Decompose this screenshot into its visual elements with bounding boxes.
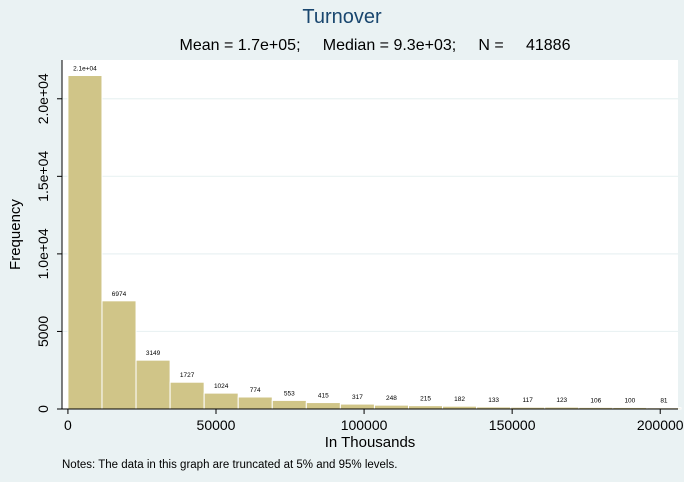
- histogram-bar: [408, 405, 444, 410]
- x-tick-label: 100000: [341, 417, 388, 433]
- plot-area: [62, 60, 678, 409]
- bar-value-label: 1727: [180, 372, 195, 379]
- histogram-bar: [203, 392, 239, 410]
- histogram-bar: [339, 403, 375, 410]
- x-tick-label: 200000: [637, 417, 684, 433]
- axes: 0 50000 100000 150000 200000 0 5000 1.0e+04 1.5e…: [35, 60, 684, 433]
- bar-value-label: 215: [420, 396, 431, 403]
- x-tick-label: 0: [64, 417, 72, 433]
- bar-value-label: 553: [284, 390, 295, 397]
- bar-value-label: 3149: [146, 350, 161, 357]
- bar-value-label: 81: [660, 398, 668, 405]
- y-axis-title: Frequency: [7, 199, 24, 270]
- histogram-bar: [67, 75, 103, 410]
- bar-value-label: 117: [523, 397, 534, 404]
- bar-value-label: 182: [454, 396, 465, 403]
- y-tick-label: 1.5e+04: [35, 151, 51, 202]
- bar-value-label: 6974: [112, 291, 127, 298]
- chart-note: Notes: The data in this graph are trunca…: [62, 459, 398, 471]
- histogram-bar: [101, 300, 137, 410]
- bars: [67, 75, 682, 410]
- bar-value-label: 1024: [214, 383, 229, 390]
- histogram-bar: [237, 396, 273, 410]
- chart-subtitle: Mean = 1.7e+05; Median = 9.3e+03; N = 41…: [179, 37, 571, 54]
- bar-value-label: 100: [624, 397, 635, 404]
- bar-value-label: 415: [318, 393, 329, 400]
- histogram-bar: [373, 404, 410, 410]
- x-tick-label: 150000: [489, 417, 536, 433]
- bar-value-label: 248: [386, 395, 397, 402]
- bar-value-label: 774: [250, 387, 261, 394]
- y-tick-label: 2.0e+04: [35, 73, 51, 124]
- bar-value-label: 2.1e+04: [73, 66, 97, 73]
- histogram-bar: [271, 399, 307, 410]
- bar-value-label: 133: [488, 397, 499, 404]
- bar-labels: 2.1e+04 6974 3149 1727 1024 774 553 415 317 248 21…: [73, 66, 668, 405]
- y-tick-label: 5000: [35, 316, 51, 347]
- histogram-bar: [169, 381, 205, 410]
- x-tick-label: 50000: [197, 417, 236, 433]
- grid-lines: [62, 98, 678, 333]
- histogram-bar: [305, 402, 341, 410]
- bar-value-label: 317: [352, 394, 363, 401]
- histogram-bar: [135, 359, 171, 410]
- y-tick-label: 0: [35, 405, 51, 413]
- bar-value-label: 106: [590, 397, 601, 404]
- bar-value-label: 123: [556, 397, 567, 404]
- y-tick-label: 1.0e+04: [35, 228, 51, 279]
- chart-title: Turnover: [302, 6, 382, 28]
- x-axis-title: In Thousands: [325, 434, 416, 451]
